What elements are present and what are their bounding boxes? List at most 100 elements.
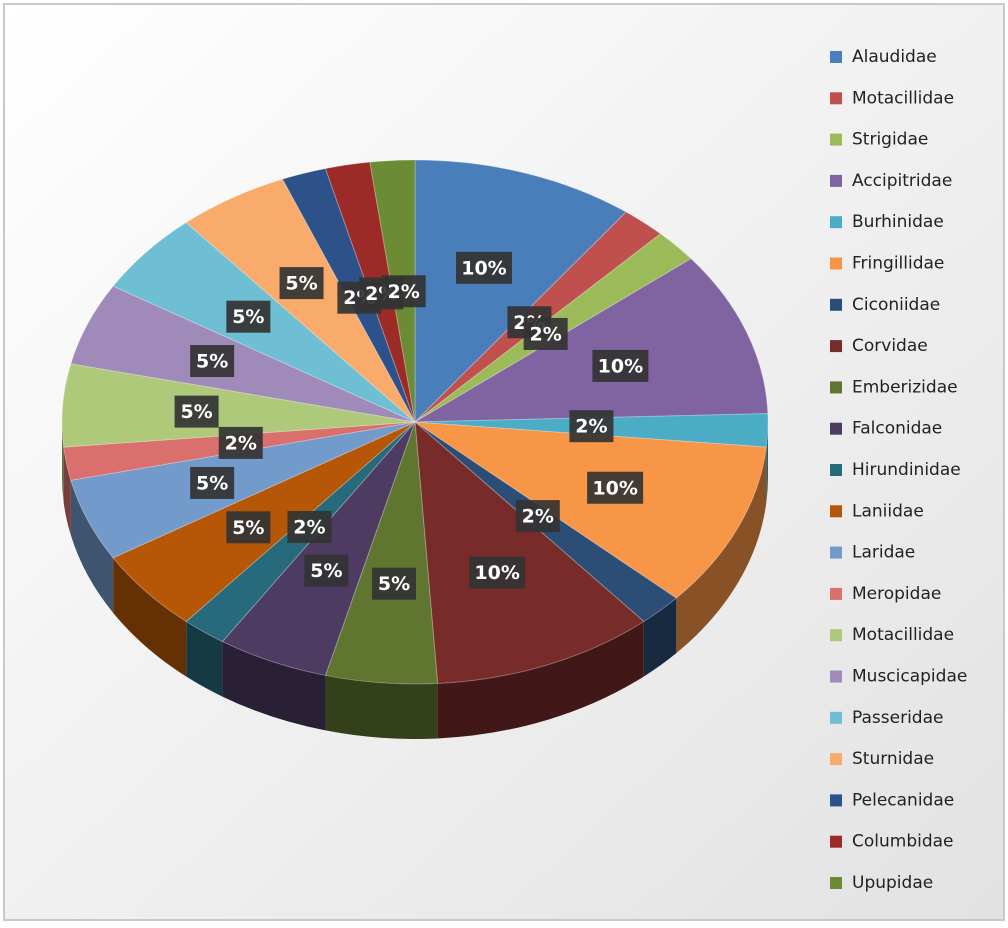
legend-swatch xyxy=(830,133,842,146)
legend-swatch xyxy=(830,546,842,559)
legend-label: Muscicapidae xyxy=(852,667,967,687)
slice xyxy=(221,421,416,677)
legend-label: Hirundinidae xyxy=(852,460,961,480)
data-label-box xyxy=(226,300,271,333)
data-label: 5% xyxy=(196,351,228,373)
data-label-box xyxy=(569,410,614,443)
legend-label: Motacillidae xyxy=(852,88,954,108)
data-label: 2% xyxy=(225,432,257,454)
data-label-box xyxy=(279,267,324,300)
data-label: 5% xyxy=(310,560,342,582)
slice xyxy=(185,178,416,423)
legend-label: Motacillidae xyxy=(852,625,954,645)
slice xyxy=(70,421,416,559)
slice-side xyxy=(325,675,438,739)
data-label-box xyxy=(469,556,526,589)
data-label: 5% xyxy=(180,401,212,423)
slice xyxy=(70,285,416,423)
data-label-box xyxy=(523,317,568,350)
legend-swatch xyxy=(830,587,842,600)
legend-label: Burhinidae xyxy=(852,212,944,232)
legend-swatch xyxy=(830,835,842,848)
data-label-box xyxy=(287,510,332,543)
data-label: 5% xyxy=(232,517,264,539)
data-label-box xyxy=(515,500,560,533)
data-label: 5% xyxy=(196,472,228,494)
legend-swatch xyxy=(830,711,842,724)
data-label-box xyxy=(218,426,263,459)
legend-label: Emberizidae xyxy=(852,377,958,397)
data-label: 5% xyxy=(232,306,264,328)
slice-side xyxy=(222,641,326,731)
legend-label: Strigidae xyxy=(852,130,928,150)
legend: Alaudidae Motacillidae Strigidae Accipitrid… xyxy=(830,47,967,893)
pie: 10% 2% 2% 10% 2% 10% 2% 10% 5% 5% 2% 5% 5% 2% 5% 5% 5% 5%… xyxy=(61,159,769,739)
data-label-box xyxy=(381,275,426,308)
legend-label: Passeridae xyxy=(852,708,943,728)
slice xyxy=(414,159,627,424)
legend-swatch xyxy=(830,753,842,766)
legend-label: Meropidae xyxy=(852,584,941,604)
data-label: 2% xyxy=(575,416,607,438)
slice-side xyxy=(186,621,223,697)
data-label: 2% xyxy=(530,323,562,345)
data-label: 10% xyxy=(461,257,506,279)
legend-label: Corvidae xyxy=(852,336,928,356)
slice-side xyxy=(62,422,64,503)
legend-label: Alaudidae xyxy=(852,47,937,67)
legend-label: Accipitridae xyxy=(852,171,952,191)
legend-swatch xyxy=(830,340,842,353)
legend-swatch xyxy=(830,629,842,642)
slice-side xyxy=(437,621,644,739)
legend-label: Columbidae xyxy=(852,832,954,852)
data-label-box xyxy=(174,395,219,428)
legend-swatch xyxy=(830,257,842,270)
legend-swatch xyxy=(830,464,842,476)
legend-swatch xyxy=(830,505,842,518)
slice xyxy=(414,420,645,684)
data-label-box xyxy=(587,471,644,504)
data-label: 2% xyxy=(522,506,554,528)
legend-swatch xyxy=(830,216,842,229)
legend-label: Pelecanidae xyxy=(852,790,954,810)
legend-swatch xyxy=(830,670,842,683)
legend-label: Fringillidae xyxy=(852,254,944,274)
data-label-box xyxy=(190,345,235,378)
legend-label: Ciconiidae xyxy=(852,295,940,315)
data-label-box xyxy=(304,554,349,587)
data-label-box xyxy=(592,349,649,382)
data-label: 10% xyxy=(474,562,519,584)
slice-side xyxy=(113,557,187,677)
slice xyxy=(413,421,767,599)
legend-swatch xyxy=(830,381,842,394)
slice xyxy=(324,421,439,685)
legend-swatch xyxy=(830,298,842,311)
legend-swatch xyxy=(830,877,842,889)
legend-label: Upupidae xyxy=(852,873,933,893)
legend-label: Sturnidae xyxy=(852,749,934,769)
data-label: 2% xyxy=(388,281,420,303)
legend-label: Laniidae xyxy=(852,501,924,521)
data-label-box xyxy=(190,466,235,499)
legend-label: Laridae xyxy=(852,543,915,563)
legend-label: Falconidae xyxy=(852,419,942,439)
data-label: 5% xyxy=(285,273,317,295)
slice-side xyxy=(766,422,768,503)
slice xyxy=(413,258,769,423)
legend-swatch xyxy=(830,51,842,63)
slice-side xyxy=(643,598,677,677)
legend-swatch xyxy=(830,92,842,105)
legend-swatch xyxy=(830,794,842,807)
data-label-box xyxy=(371,567,416,600)
slice xyxy=(61,363,416,448)
data-label: 10% xyxy=(592,477,637,499)
data-label-box xyxy=(455,251,512,284)
slice-side xyxy=(70,480,114,613)
slice-side xyxy=(676,447,767,654)
legend-swatch xyxy=(830,422,842,435)
legend-swatch xyxy=(830,174,842,187)
data-label: 2% xyxy=(293,516,325,538)
slice-side xyxy=(63,447,71,536)
data-label: 10% xyxy=(598,355,643,377)
data-label: 5% xyxy=(378,573,410,595)
